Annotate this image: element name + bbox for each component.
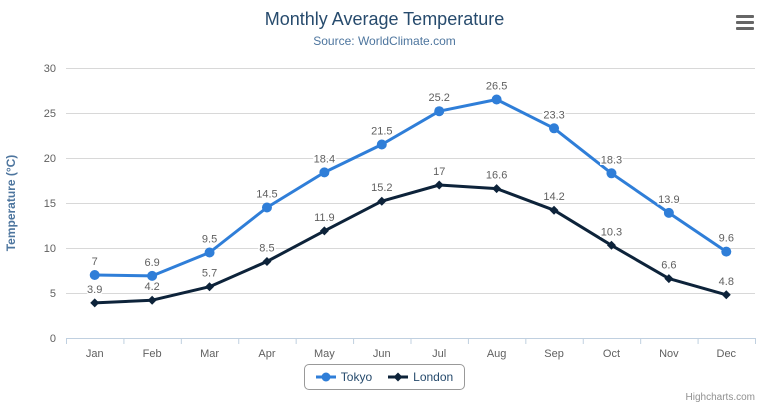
x-axis-label: Nov — [659, 348, 679, 360]
data-label: 16.6 — [486, 170, 507, 182]
data-point[interactable] — [664, 274, 674, 284]
data-label: 4.2 — [144, 281, 159, 293]
data-label: 17 — [433, 166, 445, 178]
data-point[interactable] — [147, 270, 158, 281]
data-label: 9.5 — [202, 234, 217, 246]
series-tokyo: 7 6.9 9.5 14.5 18.4 21.5 25.2 26.5 23.3 18.3 13.9 9… — [89, 79, 735, 281]
hamburger-icon — [736, 15, 754, 18]
x-axis-label: Aug — [487, 348, 507, 360]
data-point[interactable] — [319, 167, 330, 178]
data-label: 14.5 — [256, 189, 277, 201]
data-point[interactable] — [721, 290, 731, 300]
x-axis-label: Sep — [544, 348, 564, 360]
data-point[interactable] — [492, 184, 502, 194]
data-label: 8.5 — [259, 243, 274, 255]
data-label: 4.8 — [719, 276, 734, 288]
data-label: 18.3 — [601, 154, 622, 166]
diamond-marker-icon — [388, 372, 409, 382]
x-axis-label: Jan — [86, 348, 104, 360]
data-label: 5.7 — [202, 268, 217, 280]
data-label: 7 — [92, 256, 98, 268]
data-label: 23.3 — [543, 109, 564, 121]
data-label: 18.4 — [314, 153, 335, 165]
legend-item-london[interactable]: London — [388, 370, 453, 384]
y-axis-label: 5 — [50, 288, 56, 300]
data-label: 11.9 — [314, 212, 335, 224]
data-point[interactable] — [261, 202, 272, 213]
data-label: 3.9 — [87, 284, 102, 296]
data-label: 10.3 — [601, 226, 622, 238]
legend: Tokyo London — [0, 364, 769, 390]
legend-label: Tokyo — [340, 370, 373, 384]
x-axis-label: Mar — [200, 348, 219, 360]
data-point[interactable] — [606, 240, 616, 250]
legend-item-tokyo[interactable]: Tokyo — [315, 370, 373, 384]
y-axis-label: 30 — [44, 63, 56, 75]
data-point[interactable] — [377, 196, 387, 206]
series-line — [93, 183, 728, 305]
series-line — [93, 98, 728, 278]
data-point[interactable] — [606, 168, 617, 179]
data-point[interactable] — [147, 295, 157, 305]
chart-subtitle: Source: WorldClimate.com — [313, 34, 456, 48]
export-menu-button[interactable] — [736, 15, 754, 30]
x-axis-label: Oct — [603, 348, 620, 360]
data-point[interactable] — [549, 205, 559, 215]
y-axis-title: Temperature (°C) — [4, 155, 18, 252]
data-label: 6.9 — [144, 257, 159, 269]
data-point[interactable] — [434, 180, 444, 190]
highcharts-credit[interactable]: Highcharts.com — [685, 392, 755, 403]
data-point[interactable] — [89, 270, 100, 280]
x-axis-label: May — [314, 348, 335, 360]
circle-marker-icon — [315, 372, 336, 382]
data-point[interactable] — [434, 106, 445, 117]
data-label: 13.9 — [658, 194, 679, 206]
data-label: 6.6 — [661, 260, 676, 272]
y-axis-label: 20 — [44, 153, 56, 165]
data-point[interactable] — [376, 139, 387, 150]
x-axis-label: Feb — [143, 348, 162, 360]
series-london: 3.9 4.2 5.7 8.5 11.9 15.2 17 16.6 14.2 10.3 6.6 4.8 — [86, 165, 735, 308]
data-label: 21.5 — [371, 126, 392, 138]
data-label: 9.6 — [719, 233, 734, 245]
y-axis-label: 25 — [44, 108, 56, 120]
data-point[interactable] — [663, 207, 674, 218]
x-axis-label: Dec — [717, 348, 737, 360]
legend-label: London — [413, 370, 454, 384]
data-point[interactable] — [205, 282, 215, 292]
data-label: 25.2 — [428, 92, 449, 104]
data-point[interactable] — [721, 246, 732, 257]
data-point[interactable] — [90, 298, 100, 308]
x-axis-label: Jul — [432, 348, 446, 360]
y-axis-label: 0 — [50, 333, 56, 345]
data-label: 14.2 — [543, 191, 564, 203]
data-point[interactable] — [549, 123, 560, 134]
legend-box: Tokyo London — [303, 364, 466, 390]
data-point[interactable] — [262, 257, 272, 266]
data-point[interactable] — [491, 94, 502, 105]
data-label: 26.5 — [486, 81, 507, 93]
chart-title: Monthly Average Temperature — [264, 9, 505, 29]
data-point[interactable] — [319, 226, 329, 236]
data-label: 15.2 — [371, 182, 392, 194]
data-point[interactable] — [204, 247, 215, 258]
y-axis-label: 10 — [44, 243, 56, 255]
x-axis-label: Jun — [373, 348, 391, 360]
y-axis-label: 15 — [44, 198, 56, 210]
x-axis-label: Apr — [258, 348, 275, 360]
